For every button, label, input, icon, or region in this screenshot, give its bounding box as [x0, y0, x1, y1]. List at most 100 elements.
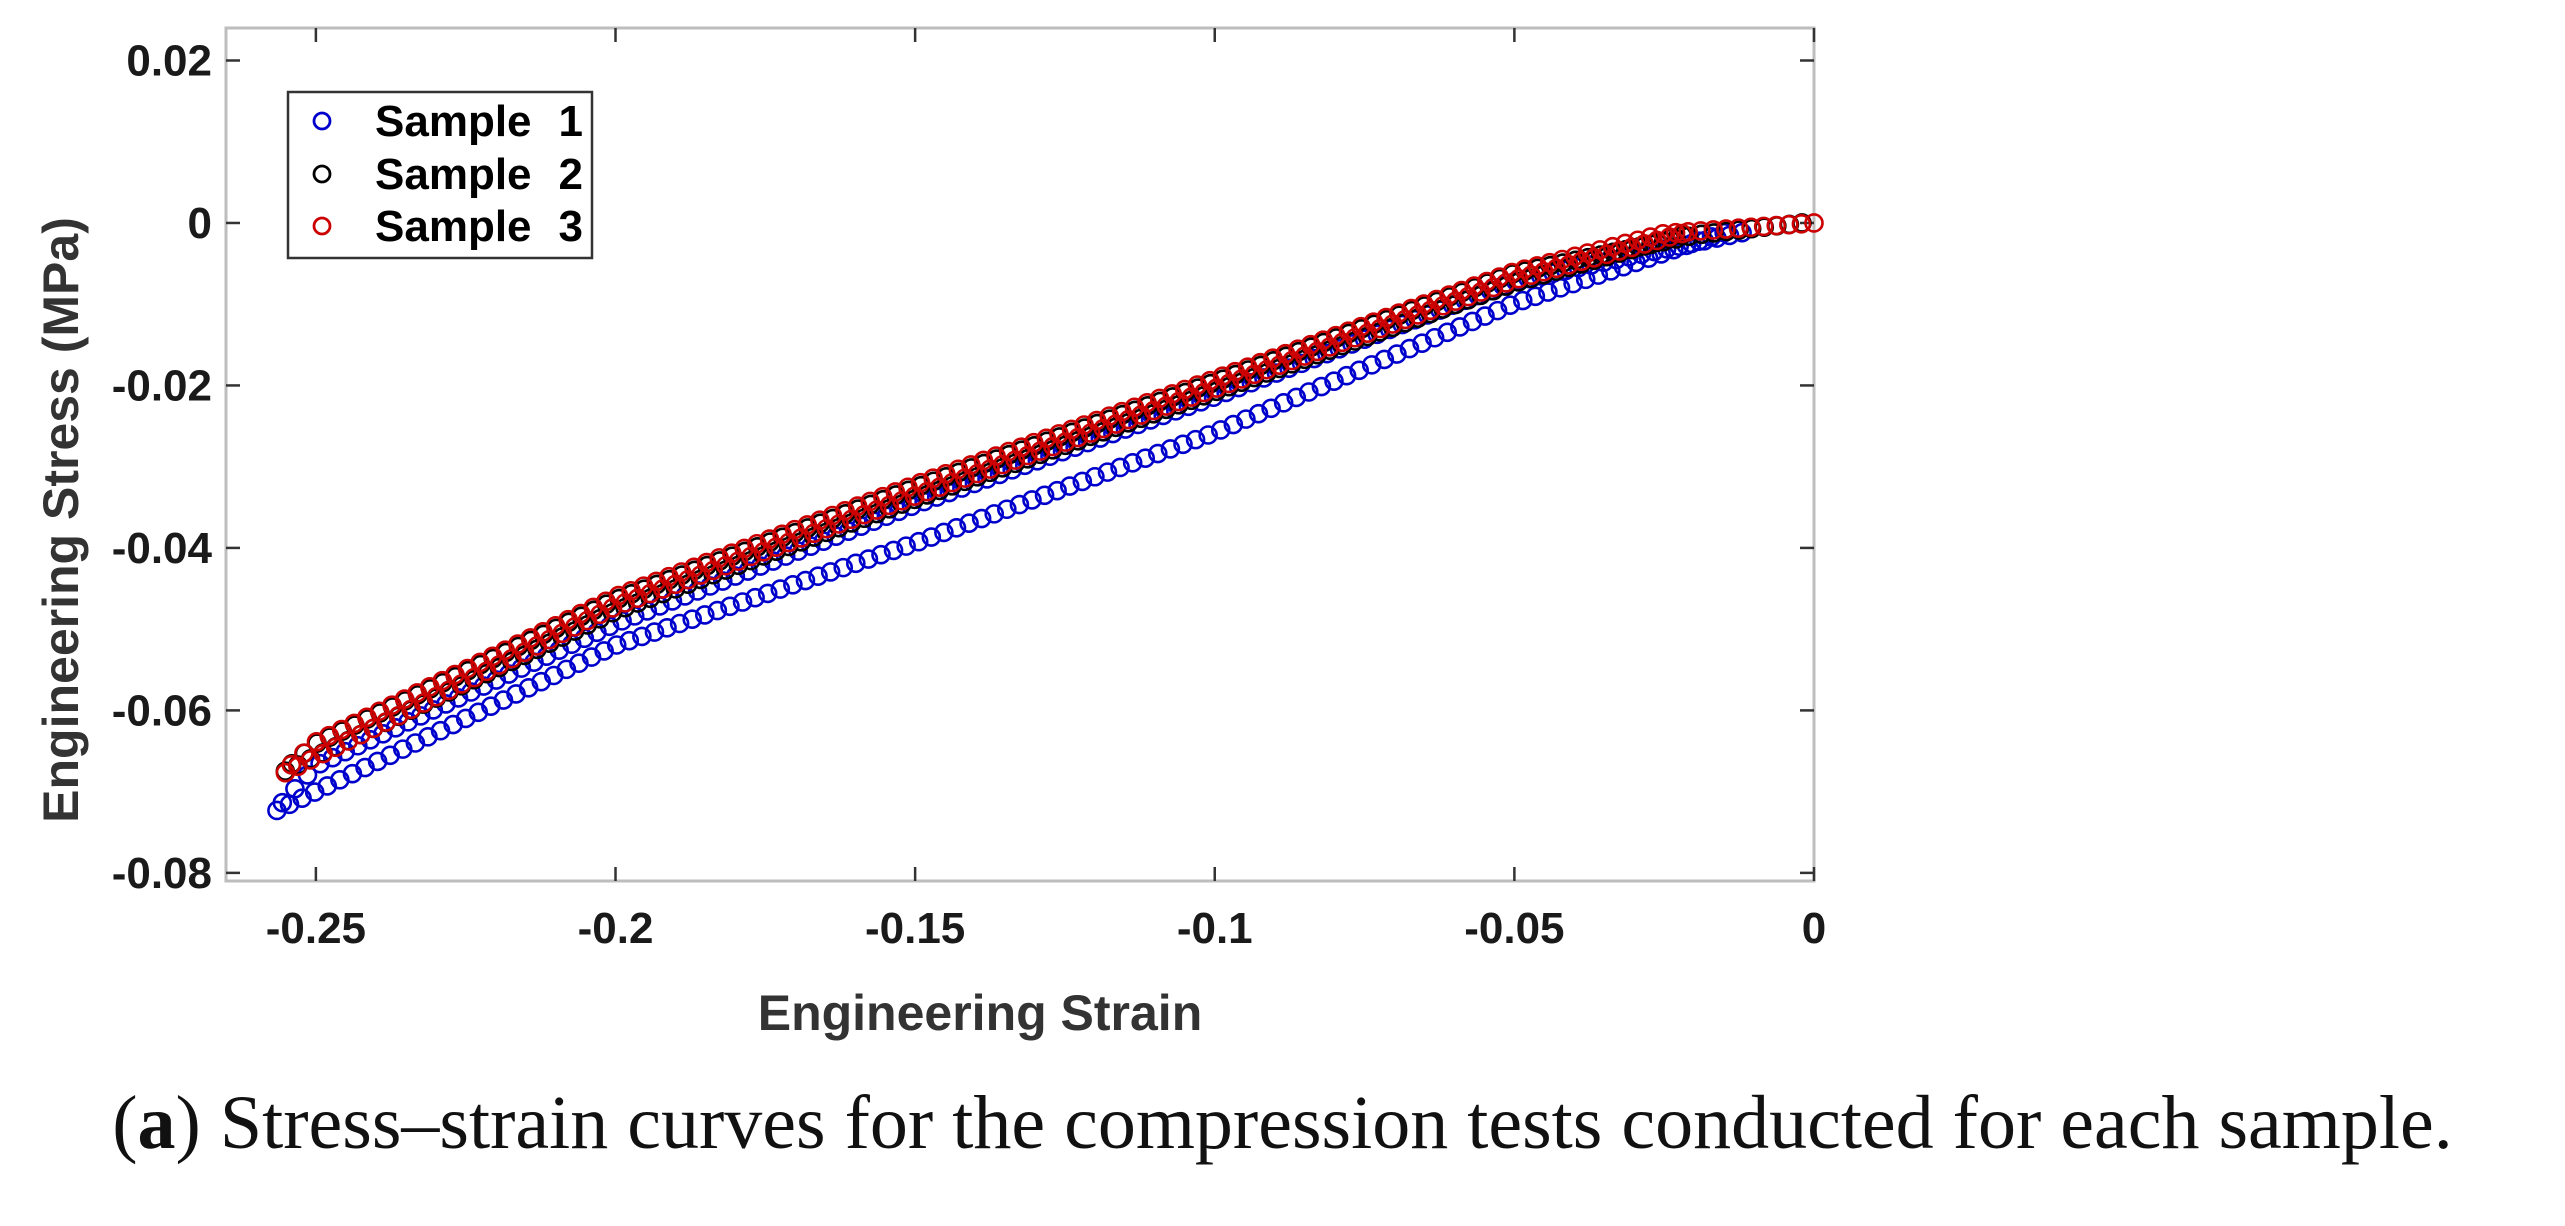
data-point-unloading — [1508, 268, 1529, 289]
data-point-loading — [1326, 325, 1346, 346]
data-point-unloading — [829, 514, 849, 534]
data-point-unloading — [1059, 476, 1080, 496]
data-point-unloading — [1450, 317, 1470, 337]
data-point-unloading — [1349, 360, 1369, 381]
data-point-unloading — [1462, 311, 1483, 332]
data-point-loading — [1300, 334, 1321, 355]
data-point-unloading — [929, 477, 950, 497]
data-point-unloading — [1231, 369, 1252, 389]
data-point-unloading — [1236, 409, 1256, 429]
data-point-loading — [1376, 307, 1396, 328]
data-point-unloading — [732, 592, 753, 612]
data-point-loading — [1464, 276, 1485, 296]
data-point-unloading — [866, 500, 887, 520]
data-point-unloading — [1143, 400, 1164, 421]
data-point-unloading — [971, 508, 992, 529]
data-point-unloading — [1437, 322, 1458, 343]
data-point-unloading — [1571, 251, 1592, 272]
data-point-unloading — [653, 579, 673, 599]
data-point-unloading — [942, 472, 963, 493]
data-point-unloading — [1097, 462, 1118, 482]
data-point-unloading — [846, 553, 866, 574]
data-point-unloading — [728, 551, 749, 571]
data-point-unloading — [757, 583, 778, 604]
y-tick-label: -0.06 — [112, 686, 212, 735]
data-point-unloading — [1332, 332, 1353, 353]
y-tick-label: -0.08 — [112, 849, 212, 898]
data-point-unloading — [820, 562, 841, 582]
data-point-unloading — [858, 549, 879, 569]
data-point-unloading — [1009, 494, 1030, 515]
data-point-unloading — [1357, 323, 1378, 343]
data-point-loading — [1351, 316, 1371, 337]
data-point-unloading — [1198, 425, 1218, 445]
data-point-loading — [1514, 259, 1535, 279]
data-point-unloading — [1676, 235, 1697, 256]
data-point-unloading — [1210, 420, 1231, 440]
data-point-unloading — [984, 504, 1005, 524]
data-point-unloading — [753, 542, 774, 562]
data-point-unloading — [997, 499, 1017, 520]
x-tick-label: -0.05 — [1464, 904, 1564, 953]
legend-number-sample-3: 3 — [559, 202, 583, 251]
data-point-unloading — [1148, 443, 1168, 464]
data-point-unloading — [1336, 365, 1357, 386]
legend-number-sample-1: 1 — [559, 97, 583, 146]
data-point-unloading — [1525, 286, 1546, 307]
data-point-loading — [1716, 219, 1736, 239]
data-point-unloading — [904, 486, 925, 506]
data-point-loading — [1439, 285, 1459, 305]
data-point-unloading — [896, 536, 916, 556]
data-point-unloading — [1173, 434, 1193, 455]
data-point-unloading — [1093, 418, 1114, 439]
data-point-unloading — [1500, 295, 1520, 316]
data-point-unloading — [720, 596, 740, 617]
data-point-unloading — [275, 762, 296, 783]
data-point-unloading — [1471, 282, 1491, 302]
data-point-unloading — [1131, 405, 1151, 425]
data-point-unloading — [690, 565, 711, 585]
data-point-unloading — [804, 523, 824, 544]
data-point-unloading — [1118, 409, 1139, 430]
data-point-unloading — [1311, 376, 1332, 397]
data-point-loading — [1766, 215, 1787, 236]
y-tick-label: -0.02 — [112, 361, 212, 410]
y-tick-label: 0 — [188, 199, 212, 248]
data-point-loading — [310, 753, 330, 774]
data-point-unloading — [791, 528, 812, 548]
x-tick-label: -0.1 — [1177, 904, 1253, 953]
data-point-loading — [1779, 214, 1799, 235]
data-point-unloading — [1072, 471, 1093, 492]
data-point-unloading — [883, 540, 904, 561]
data-point-unloading — [1370, 318, 1390, 339]
data-point-unloading — [980, 459, 1000, 479]
data-point-unloading — [1219, 373, 1239, 394]
data-point-loading — [1363, 312, 1384, 332]
data-point-unloading — [1559, 254, 1579, 275]
data-point-unloading — [1030, 441, 1051, 461]
data-point-unloading — [1244, 364, 1265, 385]
data-point-unloading — [1395, 309, 1416, 330]
data-point-unloading — [921, 527, 942, 547]
data-point-unloading — [841, 509, 862, 530]
data-point-unloading — [1299, 382, 1319, 402]
data-point-loading — [1791, 214, 1812, 234]
data-point-unloading — [783, 575, 803, 595]
data-point-unloading — [1257, 359, 1277, 380]
data-point-unloading — [267, 800, 287, 821]
data-point-unloading — [795, 570, 816, 591]
legend: Sample 1 Sample 2 Sample 3 — [286, 90, 594, 260]
data-point-unloading — [682, 609, 703, 630]
data-point-unloading — [1135, 448, 1156, 468]
data-point-loading — [1313, 330, 1334, 350]
y-tick-label: -0.04 — [112, 524, 213, 573]
series-sample-3 — [275, 213, 1824, 783]
data-point-loading — [1728, 218, 1749, 238]
figure-caption: (a) Stress–strain curves for the compres… — [112, 1081, 2453, 1165]
data-point-unloading — [967, 463, 988, 484]
data-point-unloading — [816, 518, 837, 539]
data-point-unloading — [1584, 248, 1604, 268]
data-point-loading — [1489, 267, 1510, 287]
legend-marker-sample-2 — [312, 164, 332, 184]
data-point-loading — [1703, 220, 1724, 240]
